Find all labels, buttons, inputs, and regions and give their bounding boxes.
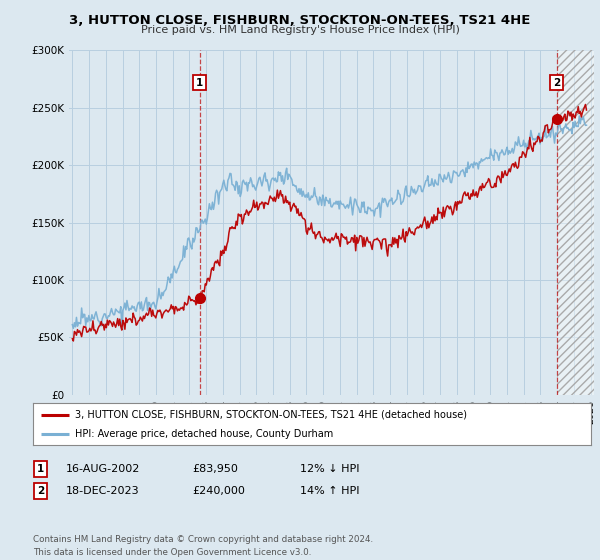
Text: 16-AUG-2002: 16-AUG-2002 xyxy=(66,464,140,474)
Text: 18-DEC-2023: 18-DEC-2023 xyxy=(66,486,140,496)
Text: HPI: Average price, detached house, County Durham: HPI: Average price, detached house, Coun… xyxy=(75,429,333,439)
Text: £83,950: £83,950 xyxy=(192,464,238,474)
Text: Contains HM Land Registry data © Crown copyright and database right 2024.
This d: Contains HM Land Registry data © Crown c… xyxy=(33,535,373,557)
Text: 1: 1 xyxy=(37,464,44,474)
Text: 12% ↓ HPI: 12% ↓ HPI xyxy=(300,464,359,474)
Text: Price paid vs. HM Land Registry's House Price Index (HPI): Price paid vs. HM Land Registry's House … xyxy=(140,25,460,35)
Text: 1: 1 xyxy=(196,77,203,87)
Text: 3, HUTTON CLOSE, FISHBURN, STOCKTON-ON-TEES, TS21 4HE (detached house): 3, HUTTON CLOSE, FISHBURN, STOCKTON-ON-T… xyxy=(75,409,467,419)
Text: 2: 2 xyxy=(37,486,44,496)
Bar xyxy=(557,50,594,395)
Text: 3, HUTTON CLOSE, FISHBURN, STOCKTON-ON-TEES, TS21 4HE: 3, HUTTON CLOSE, FISHBURN, STOCKTON-ON-T… xyxy=(70,14,530,27)
Bar xyxy=(557,50,594,395)
Text: 2: 2 xyxy=(553,77,560,87)
Text: £240,000: £240,000 xyxy=(192,486,245,496)
Text: 14% ↑ HPI: 14% ↑ HPI xyxy=(300,486,359,496)
